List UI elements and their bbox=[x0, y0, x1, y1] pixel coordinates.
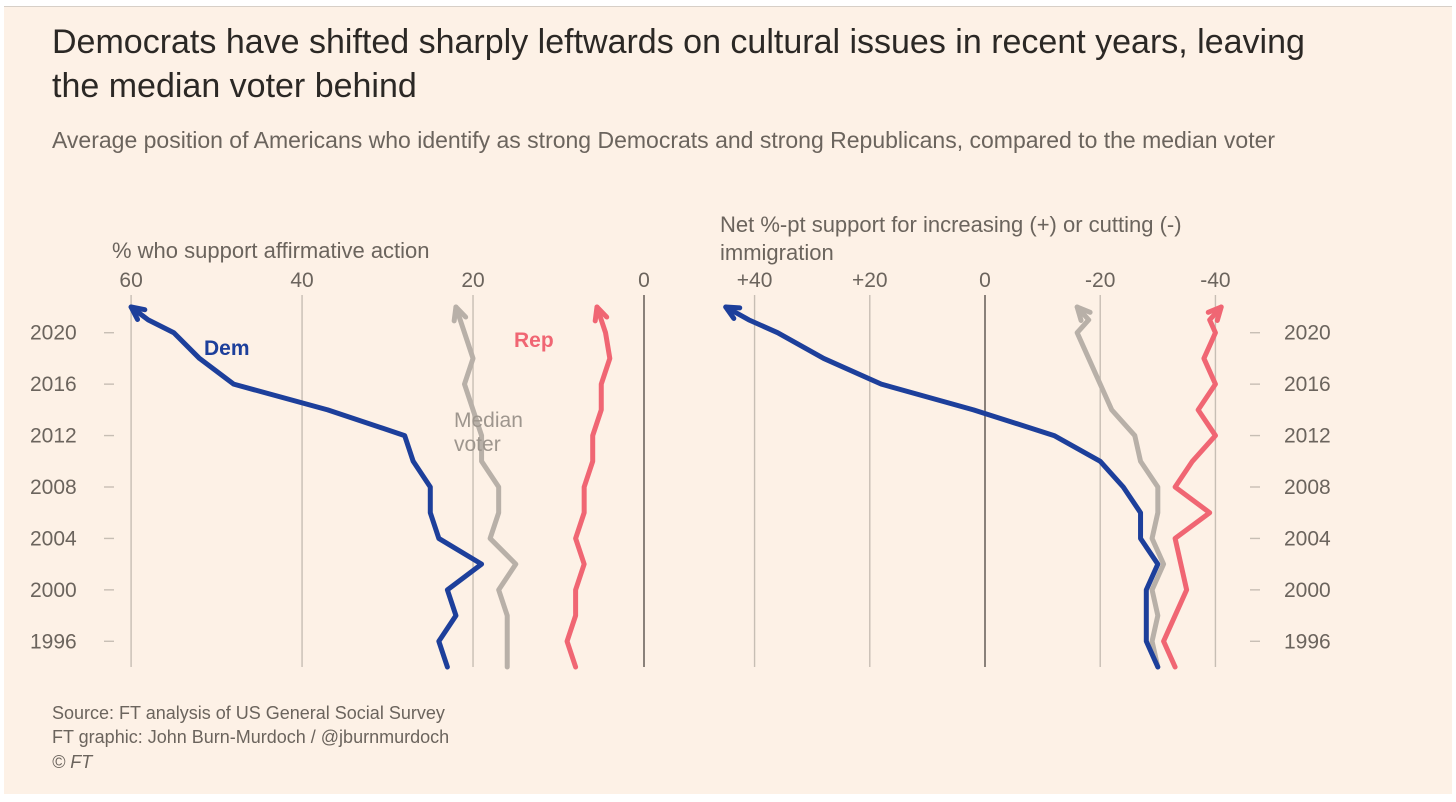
svg-text:-20: -20 bbox=[1085, 269, 1115, 292]
svg-text:2004: 2004 bbox=[1284, 527, 1331, 550]
chart-panel-right: +40 +20 0 -20 -40 1996 2000 2004 2008 2012 2016 202… bbox=[4, 7, 1452, 794]
svg-text:+20: +20 bbox=[852, 269, 888, 292]
svg-text:2008: 2008 bbox=[1284, 476, 1331, 499]
svg-text:-40: -40 bbox=[1200, 269, 1230, 292]
chart-canvas: { "layout": { "canvas_width": 1448, "can… bbox=[4, 6, 1452, 794]
svg-text:2012: 2012 bbox=[1284, 425, 1331, 448]
svg-text:2016: 2016 bbox=[1284, 373, 1331, 396]
svg-text:0: 0 bbox=[979, 269, 991, 292]
footer-graphic: FT graphic: John Burn-Murdoch / @jburnmu… bbox=[52, 725, 449, 749]
chart-footer: Source: FT analysis of US General Social… bbox=[52, 701, 449, 774]
footer-copyright: © FT bbox=[52, 750, 449, 774]
svg-text:+40: +40 bbox=[737, 269, 773, 292]
footer-source: Source: FT analysis of US General Social… bbox=[52, 701, 449, 725]
svg-text:2020: 2020 bbox=[1284, 322, 1331, 345]
svg-text:2000: 2000 bbox=[1284, 579, 1331, 602]
svg-text:1996: 1996 bbox=[1284, 630, 1331, 653]
